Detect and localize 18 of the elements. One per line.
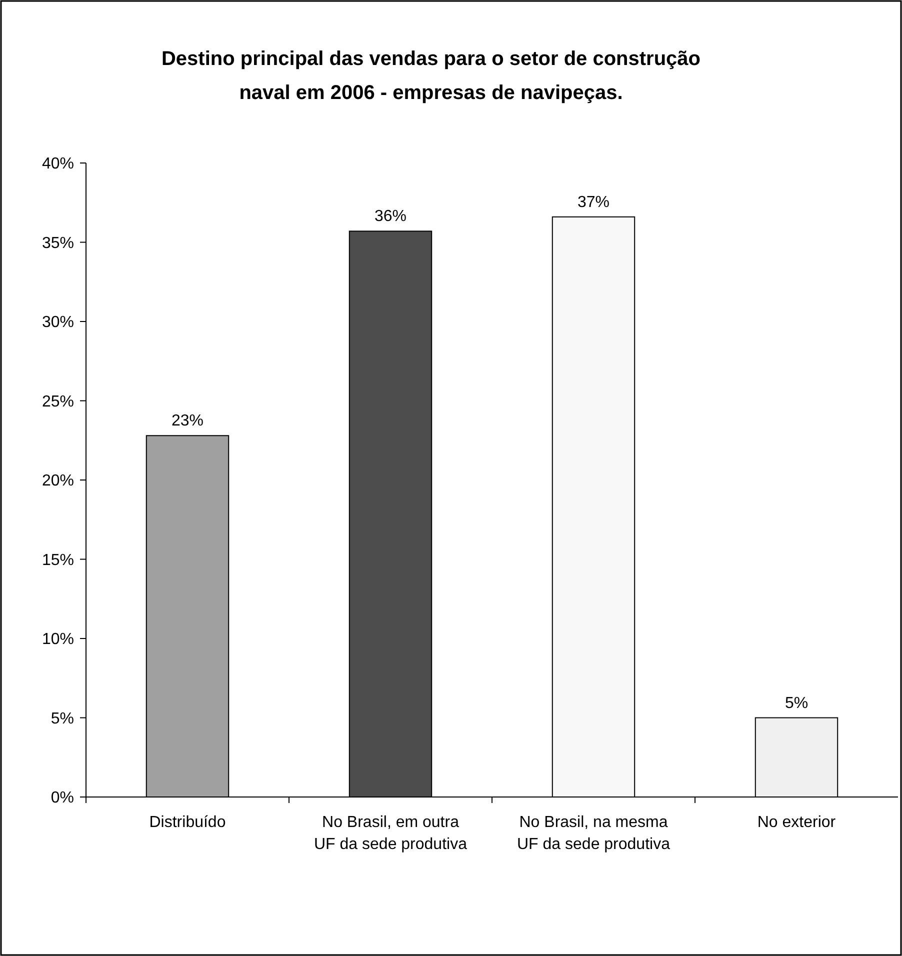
data-label: 37% — [577, 194, 610, 211]
chart-title: Destino principal das vendas para o setor de construção naval em 2006 - empresas de navipeças. — [161, 48, 701, 104]
y-tick-label: 30% — [42, 314, 74, 332]
y-tick-label: 25% — [42, 393, 74, 410]
y-tick-label: 5% — [50, 710, 74, 728]
y-tick-label: 15% — [42, 552, 74, 569]
data-label: 23% — [171, 412, 204, 430]
x-tick-label: Distribuído — [149, 814, 226, 831]
x-tick-label: No Brasil, na mesma UF da sede produtiva — [517, 814, 670, 853]
y-tick-label: 40% — [42, 156, 74, 173]
data-label: 5% — [784, 694, 808, 712]
x-tick-label: No exterior — [757, 814, 836, 831]
y-tick-label: 0% — [50, 790, 74, 807]
data-label: 36% — [374, 208, 407, 226]
y-tick-label: 10% — [42, 631, 74, 648]
x-tick-label: No Brasil, em outra UF da sede produtiva — [314, 814, 468, 853]
y-tick-label: 35% — [42, 234, 74, 252]
y-tick-label: 20% — [42, 472, 74, 490]
